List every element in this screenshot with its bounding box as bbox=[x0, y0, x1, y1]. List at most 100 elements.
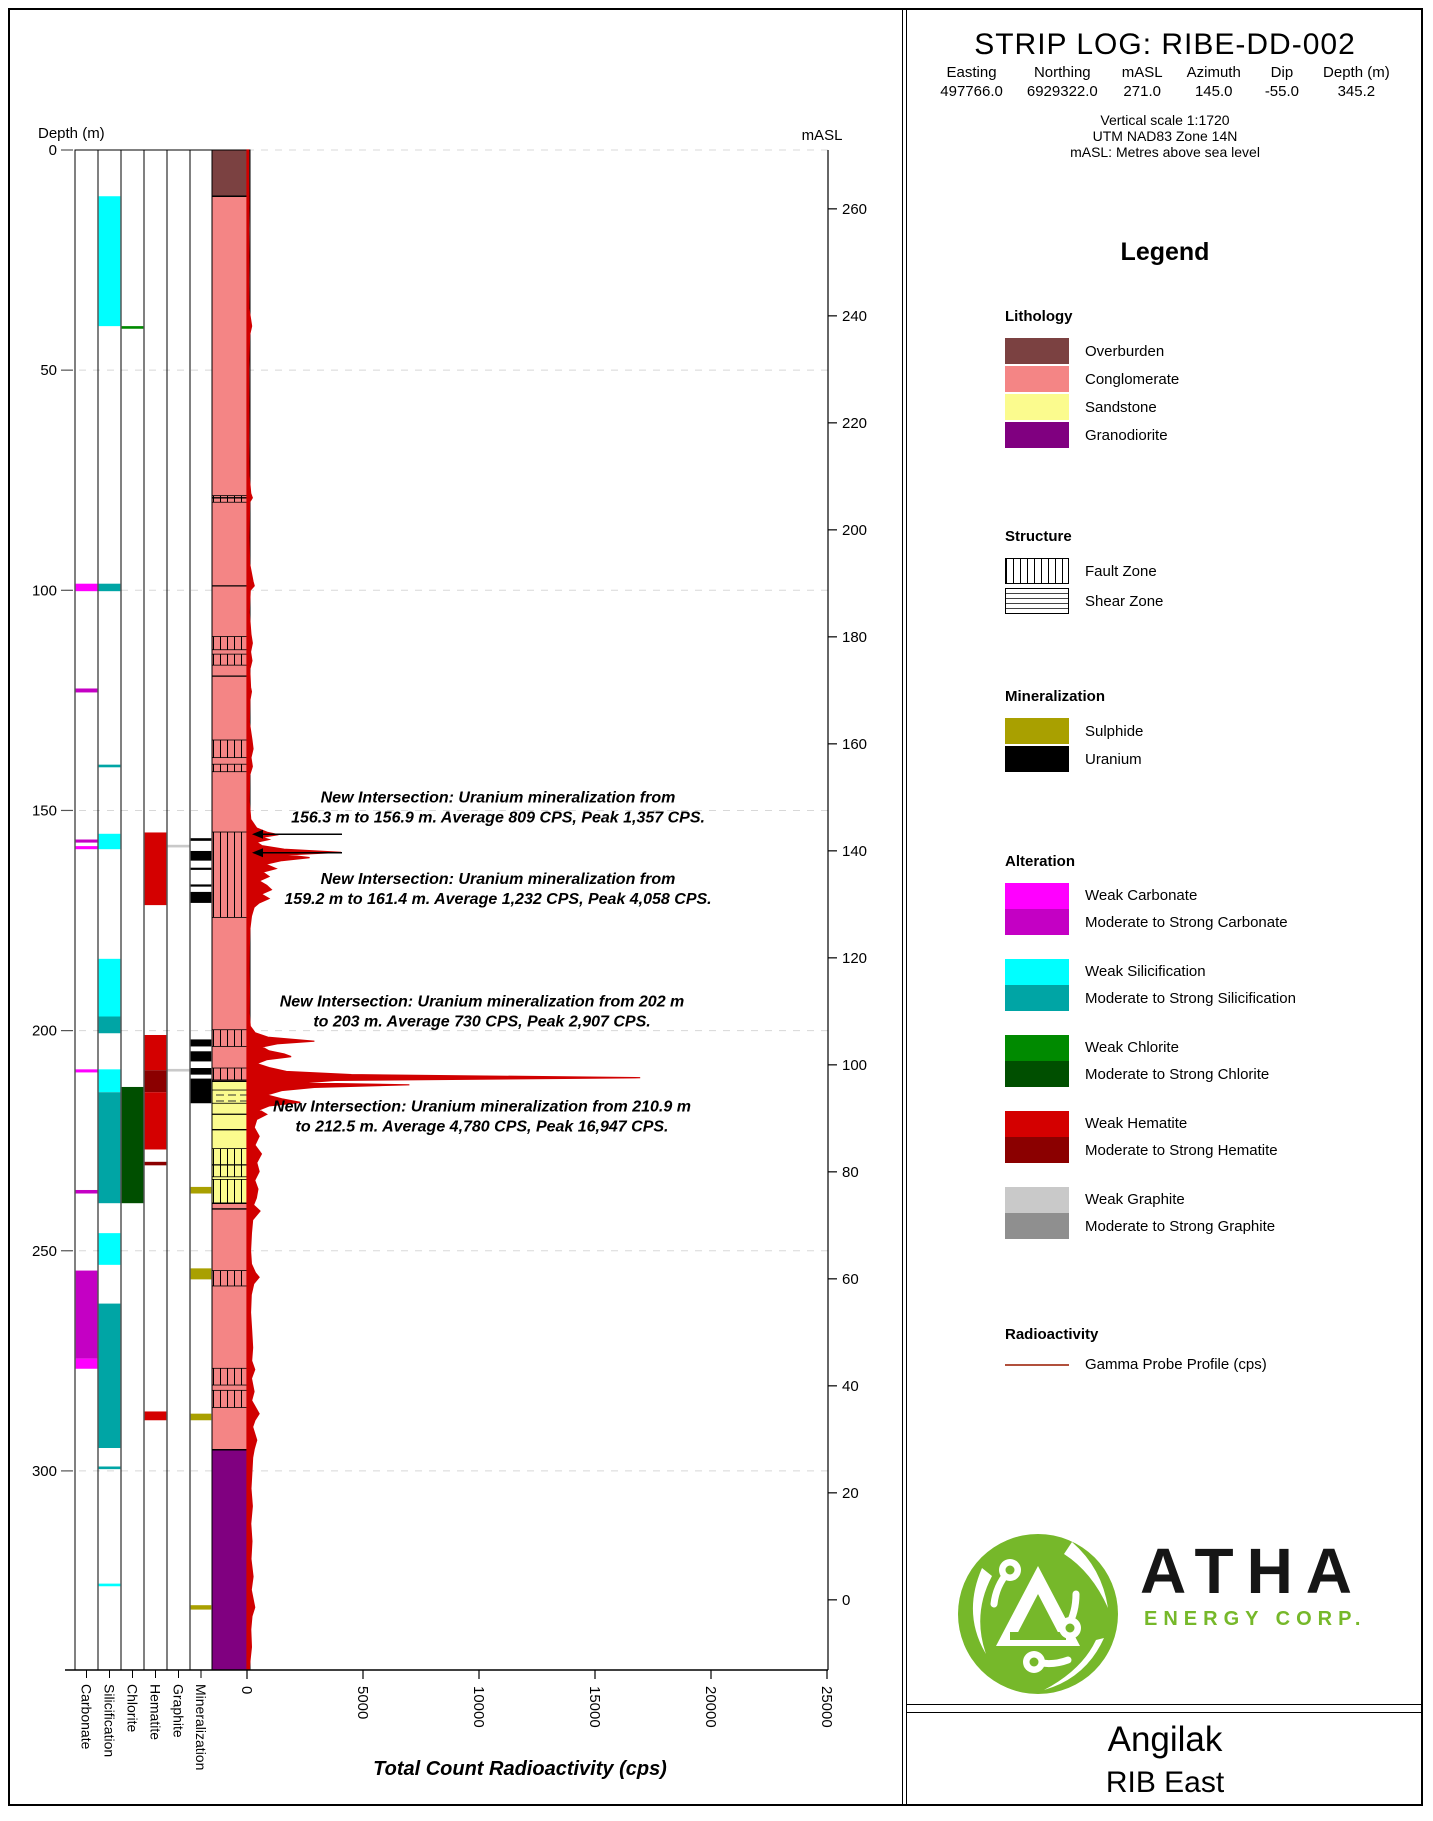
alteration-hematite-interval bbox=[144, 832, 167, 906]
uranium-interval bbox=[190, 838, 212, 841]
alteration-graphite-interval bbox=[167, 844, 190, 848]
sulphide-interval bbox=[190, 1268, 212, 1280]
legend-swatch-fault-hatch bbox=[1005, 558, 1069, 584]
svg-text:5000: 5000 bbox=[354, 1686, 371, 1719]
legend-swatch-conglomerate bbox=[1005, 366, 1069, 392]
fault-zone bbox=[211, 1179, 251, 1204]
svg-text:Total Count Radioactivity (cps: Total Count Radioactivity (cps) bbox=[373, 1758, 667, 1780]
alteration-silicification-interval bbox=[98, 833, 121, 850]
legend-swatch-sulphide bbox=[1005, 718, 1069, 744]
fault-zone bbox=[211, 831, 251, 918]
legend-section-title-lithology: Lithology bbox=[1005, 308, 1073, 325]
alteration-graphite-interval bbox=[167, 1068, 190, 1072]
legend-label: Weak Chlorite bbox=[1085, 1039, 1179, 1056]
legend-section-title-structure: Structure bbox=[1005, 528, 1072, 545]
intersection-annotation-3: to 203 m. Average 730 CPS, Peak 2,907 CP… bbox=[313, 1013, 650, 1030]
legend-swatch-chlorite_weak bbox=[1005, 1035, 1069, 1061]
area-name: RIB East bbox=[1105, 1766, 1225, 1799]
annotations: New Intersection: Uranium mineralization… bbox=[252, 789, 712, 1136]
legend-swatch-carbonate_strong bbox=[1005, 909, 1069, 935]
legend-label: Conglomerate bbox=[1085, 371, 1180, 388]
alteration-silicification-interval bbox=[98, 1583, 121, 1587]
alteration-chlorite-interval bbox=[121, 326, 144, 329]
project-name: Angilak bbox=[1107, 1720, 1223, 1759]
footer-rule-1 bbox=[907, 1704, 1423, 1705]
alteration-hematite-interval bbox=[144, 1411, 167, 1421]
svg-text:0: 0 bbox=[238, 1686, 255, 1694]
legend-label: Weak Graphite bbox=[1085, 1191, 1185, 1208]
alteration-silicification-interval bbox=[98, 1016, 121, 1034]
uranium-interval bbox=[190, 891, 212, 903]
legend-label: Overburden bbox=[1085, 343, 1165, 360]
svg-text:10000: 10000 bbox=[470, 1686, 487, 1728]
svg-text:150: 150 bbox=[32, 802, 57, 819]
alteration-silicification-interval bbox=[98, 1092, 121, 1204]
legend-label: Sulphide bbox=[1085, 723, 1144, 740]
fault-zone bbox=[211, 1389, 251, 1408]
fault-zone bbox=[211, 763, 251, 773]
intersection-annotation-4: New Intersection: Uranium mineralization… bbox=[273, 1099, 691, 1116]
alteration-carbonate-interval bbox=[75, 1069, 98, 1073]
legend-swatch-chlorite_strong bbox=[1005, 1061, 1069, 1087]
svg-text:160: 160 bbox=[842, 736, 867, 753]
legend-label: Granodiorite bbox=[1085, 427, 1168, 444]
uranium-interval bbox=[190, 1078, 212, 1104]
legend-section-title-radioactivity: Radioactivity bbox=[1005, 1326, 1099, 1343]
legend-swatch-hematite_weak bbox=[1005, 1111, 1069, 1137]
uranium-interval bbox=[190, 884, 212, 887]
svg-text:100: 100 bbox=[842, 1057, 867, 1074]
depth-gridlines bbox=[65, 149, 828, 1472]
alteration-silicification-interval bbox=[98, 1069, 121, 1093]
alteration-silicification-interval bbox=[98, 1303, 121, 1449]
collar-info: Easting 497766.0 Northing 6929322.0 mASL… bbox=[907, 64, 1423, 100]
logo-wordmark: ATHA bbox=[1140, 1535, 1365, 1607]
atha-logo-icon bbox=[958, 1534, 1118, 1694]
svg-text:50: 50 bbox=[40, 362, 57, 379]
svg-text:180: 180 bbox=[842, 629, 867, 646]
map-notes: Vertical scale 1:1720 UTM NAD83 Zone 14N… bbox=[907, 112, 1423, 160]
svg-text:Depth (m): Depth (m) bbox=[38, 125, 105, 142]
svg-text:240: 240 bbox=[842, 308, 867, 325]
column-label-silicification: Silicification bbox=[102, 1684, 118, 1757]
sulphide-interval bbox=[190, 1605, 212, 1610]
legend-label: Weak Carbonate bbox=[1085, 887, 1198, 904]
depth-axis: Depth (m)0 50 100 150 200 250 300 bbox=[32, 125, 105, 1480]
svg-text:0: 0 bbox=[842, 1592, 850, 1609]
alteration-silicification-interval bbox=[98, 1466, 121, 1470]
legend-swatch-sandstone bbox=[1005, 394, 1069, 420]
column-label-graphite: Graphite bbox=[171, 1684, 187, 1738]
svg-text:20: 20 bbox=[842, 1485, 859, 1502]
legend-label: Moderate to Strong Chlorite bbox=[1085, 1066, 1270, 1083]
intersection-annotation-1: 156.3 m to 156.9 m. Average 809 CPS, Pea… bbox=[291, 809, 705, 826]
alteration-silicification-interval bbox=[98, 764, 121, 768]
uranium-interval bbox=[190, 850, 212, 861]
alteration-carbonate-interval bbox=[75, 839, 98, 843]
intersection-annotation-4: to 212.5 m. Average 4,780 CPS, Peak 16,9… bbox=[296, 1119, 669, 1136]
footer-rule-2 bbox=[907, 1712, 1423, 1713]
fault-zone bbox=[211, 1270, 251, 1287]
shear-zone bbox=[211, 1089, 251, 1104]
fault-zone bbox=[211, 739, 251, 759]
alteration-carbonate-interval bbox=[75, 1270, 98, 1359]
legend-swatch-gamma-line bbox=[1005, 1364, 1069, 1366]
svg-text:300: 300 bbox=[32, 1463, 57, 1480]
field-dip: Dip -55.0 bbox=[1264, 64, 1300, 100]
alteration-carbonate-interval bbox=[75, 846, 98, 850]
panel-divider-line bbox=[902, 8, 903, 1806]
alteration-hematite-interval bbox=[144, 1035, 167, 1071]
fault-zone bbox=[211, 653, 251, 666]
field-azimuth: Azimuth 145.0 bbox=[1186, 64, 1241, 100]
legend-label: Weak Silicification bbox=[1085, 963, 1206, 980]
mineralization-intervals bbox=[190, 838, 212, 1610]
alteration-silicification-interval bbox=[98, 958, 121, 1017]
alteration-silicification-interval bbox=[98, 196, 121, 327]
field-depth: Depth (m) 345.2 bbox=[1323, 64, 1390, 100]
legend-swatch-overburden bbox=[1005, 338, 1069, 364]
alteration-hematite-interval bbox=[144, 1092, 167, 1150]
uranium-interval bbox=[190, 1068, 212, 1075]
column-label-carbonate: Carbonate bbox=[79, 1684, 95, 1750]
alteration-carbonate-interval bbox=[75, 1189, 98, 1194]
uranium-interval bbox=[190, 1051, 212, 1062]
